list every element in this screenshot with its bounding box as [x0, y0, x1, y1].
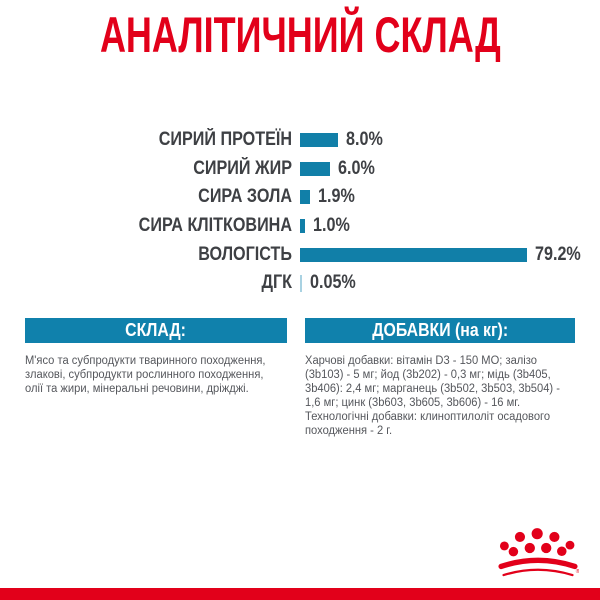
chart-row-value: 6.0%: [338, 157, 375, 179]
page-title: АНАЛІТИЧНИЙ СКЛАД: [0, 10, 600, 60]
chart-row: СИРА КЛІТКОВИНА 1.0%: [0, 212, 600, 241]
chart-row-value: 8.0%: [346, 129, 383, 151]
additives-body-text: Харчові добавки: вітамін D3 - 150 МО; за…: [305, 355, 560, 437]
chart-row: СИРА ЗОЛА 1.9%: [0, 183, 600, 212]
chart-row-label: СИРИЙ ПРОТЕЇН: [158, 129, 292, 151]
registered-mark: ®: [576, 568, 579, 575]
royal-canin-crown-logo: ®: [497, 527, 581, 578]
chart-row-label: СИРА КЛІТКОВИНА: [138, 215, 292, 237]
analytical-bar-chart: СИРИЙ ПРОТЕЇН 8.0% СИРИЙ ЖИР 6.0% СИРА З…: [0, 126, 600, 298]
additives-header-label: ДОБАВКИ (на кг):: [372, 320, 508, 340]
additives-section: ДОБАВКИ (на кг): Харчові добавки: вітамі…: [305, 318, 575, 438]
chart-bar: [300, 190, 310, 205]
chart-bar: [300, 219, 305, 234]
additives-header-band: ДОБАВКИ (на кг):: [305, 318, 575, 343]
chart-bar: [300, 247, 527, 262]
chart-row-label: СИРИЙ ЖИР: [193, 157, 292, 179]
chart-row-label: ДГК: [261, 272, 292, 294]
chart-row-label: СИРА ЗОЛА: [198, 186, 292, 208]
chart-row-value: 79.2%: [535, 243, 581, 265]
bottom-red-stripe: [0, 588, 600, 600]
chart-row: ДГК 0.05%: [0, 269, 600, 298]
chart-bar: [300, 274, 302, 292]
chart-row: СИРИЙ ПРОТЕЇН 8.0%: [0, 126, 600, 155]
composition-header-label: СКЛАД:: [125, 320, 187, 340]
composition-body-text: М'ясо та субпродукти тваринного походжен…: [25, 355, 266, 395]
chart-row-value: 0.05%: [310, 272, 356, 294]
chart-row-value: 1.9%: [318, 186, 355, 208]
crown-icon: ®: [498, 528, 581, 577]
chart-row: СИРИЙ ЖИР 6.0%: [0, 155, 600, 184]
composition-header-band: СКЛАД:: [25, 318, 287, 343]
composition-section: СКЛАД: М'ясо та субпродукти тваринного п…: [25, 318, 287, 396]
chart-row-value: 1.0%: [313, 215, 350, 237]
chart-bar: [300, 133, 338, 148]
chart-row-label: ВОЛОГІСТЬ: [198, 243, 292, 265]
chart-bar: [300, 161, 330, 176]
page-title-text: АНАЛІТИЧНИЙ СКЛАД: [99, 7, 501, 63]
chart-row: ВОЛОГІСТЬ 79.2%: [0, 240, 600, 269]
